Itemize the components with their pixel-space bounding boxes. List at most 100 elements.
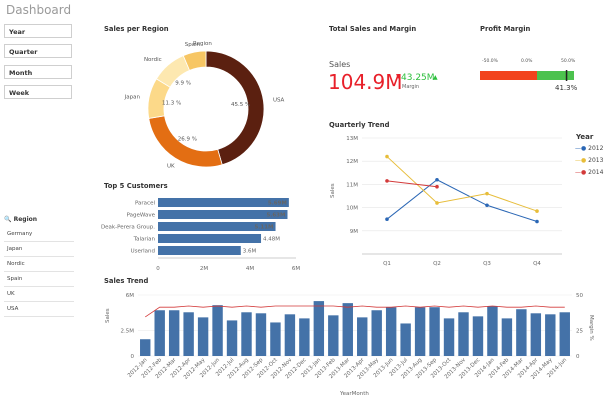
- app-title: Dashboard: [6, 3, 72, 17]
- qt-y-tick: 10M: [346, 206, 358, 212]
- search-icon: 🔍: [4, 216, 12, 223]
- tc-bar[interactable]: [158, 222, 276, 231]
- region-item-spain[interactable]: Spain: [4, 272, 74, 287]
- st-y-tick: 2.5M: [121, 329, 135, 335]
- st-bar[interactable]: [545, 314, 556, 356]
- top-customers-title: Top 5 Customers: [104, 182, 168, 190]
- tc-value-label: 5.63M: [266, 213, 285, 219]
- qt-point-2014[interactable]: [385, 179, 389, 183]
- st-bar[interactable]: [357, 317, 368, 356]
- qt-legend-2014[interactable]: —● 2014: [575, 169, 603, 176]
- qt-point-2013[interactable]: [385, 154, 389, 159]
- st-bar[interactable]: [414, 307, 426, 356]
- st-bar[interactable]: [183, 312, 194, 356]
- st-bar[interactable]: [284, 314, 296, 356]
- qt-x-tick: Q4: [533, 261, 541, 267]
- qt-point-2013[interactable]: [535, 209, 539, 213]
- tc-x-tick: 2M: [200, 266, 208, 272]
- st-bar[interactable]: [371, 310, 382, 356]
- qt-point-2012[interactable]: [535, 219, 539, 224]
- tc-bar[interactable]: [158, 246, 241, 255]
- qt-y-tick: 11M: [346, 182, 358, 188]
- st-margin-line[interactable]: [145, 305, 565, 318]
- st-bar[interactable]: [140, 339, 151, 356]
- gauge-max-label: 50.0%: [561, 59, 576, 64]
- top-customers-chart: Paracel 5.69M PageWave 5.63M Deak-Perera Gro…: [101, 198, 300, 272]
- pie-slice-spain[interactable]: [182, 50, 207, 71]
- st-y2-tick: 25: [576, 329, 583, 335]
- st-ylabel: Sales: [105, 308, 111, 323]
- st-bar[interactable]: [241, 312, 252, 356]
- qt-legend-2013[interactable]: —● 2013: [575, 157, 603, 164]
- qt-point-2013[interactable]: [485, 191, 489, 196]
- pie-value-japan: 11.3 %: [162, 100, 181, 106]
- region-item-nordic[interactable]: Nordic: [4, 257, 74, 272]
- st-bar[interactable]: [472, 316, 484, 356]
- qt-line-2013[interactable]: [386, 156, 538, 212]
- tc-x-tick: 0: [156, 266, 160, 272]
- st-bar[interactable]: [516, 309, 527, 356]
- st-bar[interactable]: [313, 301, 325, 356]
- st-bar[interactable]: [168, 310, 180, 356]
- gauge-min-label: -50.0%: [482, 59, 498, 64]
- st-bar[interactable]: [559, 312, 570, 356]
- st-bar[interactable]: [212, 305, 223, 356]
- gauge-red-zone: [480, 71, 537, 80]
- st-y-tick: 0: [131, 354, 135, 360]
- tc-bar[interactable]: [158, 234, 262, 243]
- region-item-japan[interactable]: Japan: [4, 242, 74, 257]
- qt-point-2013[interactable]: [435, 201, 439, 205]
- region-item-uk[interactable]: UK: [4, 287, 74, 302]
- filter-month[interactable]: Month: [4, 65, 72, 79]
- tc-bar[interactable]: [158, 198, 289, 207]
- qt-point-2014[interactable]: [435, 184, 439, 189]
- quarterly-trend-title: Quarterly Trend: [329, 121, 390, 129]
- st-bar[interactable]: [154, 310, 165, 356]
- region-filter-title: Region: [13, 216, 38, 223]
- filter-week[interactable]: Week: [4, 85, 72, 99]
- qt-point-2012[interactable]: [385, 217, 389, 221]
- qt-y-tick: 9M: [350, 229, 358, 235]
- filter-year[interactable]: Year: [4, 24, 72, 38]
- st-bar[interactable]: [487, 306, 498, 356]
- tc-bar[interactable]: [158, 210, 288, 219]
- tc-category-label: Paracel: [135, 201, 155, 207]
- st-y2-tick: 50: [576, 293, 583, 299]
- st-bar[interactable]: [429, 307, 440, 356]
- qt-y-tick: 13M: [346, 136, 358, 142]
- st-bar[interactable]: [530, 313, 542, 356]
- st-bar[interactable]: [342, 303, 353, 356]
- st-bar[interactable]: [443, 318, 455, 356]
- st-bar[interactable]: [270, 322, 281, 356]
- qt-legend-2014-label: 2014: [588, 169, 604, 176]
- filter-quarter[interactable]: Quarter: [4, 44, 72, 58]
- qt-legend-2012[interactable]: —● 2012: [575, 145, 603, 152]
- qt-point-2012[interactable]: [485, 203, 489, 208]
- st-bar[interactable]: [226, 320, 238, 356]
- tc-x-tick: 6M: [292, 266, 300, 272]
- st-bar[interactable]: [328, 315, 339, 356]
- qt-line-2014[interactable]: [386, 180, 438, 188]
- sales-label: Sales: [329, 60, 351, 69]
- tc-category-label: Talarian: [133, 237, 156, 243]
- region-item-usa[interactable]: USA: [4, 302, 74, 317]
- st-bar[interactable]: [197, 317, 209, 356]
- st-bar[interactable]: [299, 318, 310, 356]
- st-bar[interactable]: [255, 313, 267, 356]
- pie-label-spain: Spain: [185, 42, 201, 48]
- qt-point-2012[interactable]: [435, 177, 439, 182]
- tc-value-label: 3.6M: [243, 249, 257, 255]
- region-filter-header[interactable]: 🔍 Region: [4, 213, 74, 227]
- tc-category-label: PageWave: [127, 213, 156, 219]
- legend-dot-icon: —●: [575, 157, 587, 164]
- region-item-germany[interactable]: Germany: [4, 227, 74, 242]
- st-bar[interactable]: [458, 312, 469, 356]
- tc-category-label: Deak-Perera Group.: [101, 225, 155, 231]
- st-bar[interactable]: [385, 307, 397, 356]
- qt-line-2012[interactable]: [386, 179, 538, 222]
- tc-value-label: 4.48M: [263, 237, 280, 243]
- qt-ylabel: Sales: [330, 183, 336, 198]
- st-bar[interactable]: [501, 318, 513, 356]
- qt-legend-title: Year: [576, 133, 594, 141]
- st-bar[interactable]: [400, 323, 411, 356]
